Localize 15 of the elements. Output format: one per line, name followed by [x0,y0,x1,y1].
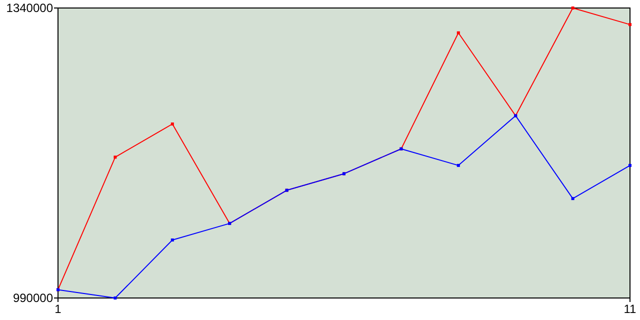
point [114,296,117,300]
point [456,31,460,34]
point [628,164,632,167]
point [456,164,460,167]
point [628,23,632,26]
y-tick-label: 1340000 [6,1,54,15]
x-tick-label: 1 [54,302,62,316]
point [114,156,117,159]
point [571,197,574,200]
line-series [56,114,632,300]
point [571,6,574,10]
point [170,122,174,126]
y-tick-label: 990000 [12,291,54,305]
x-tick-label: 11 [624,302,637,316]
point [170,238,174,242]
